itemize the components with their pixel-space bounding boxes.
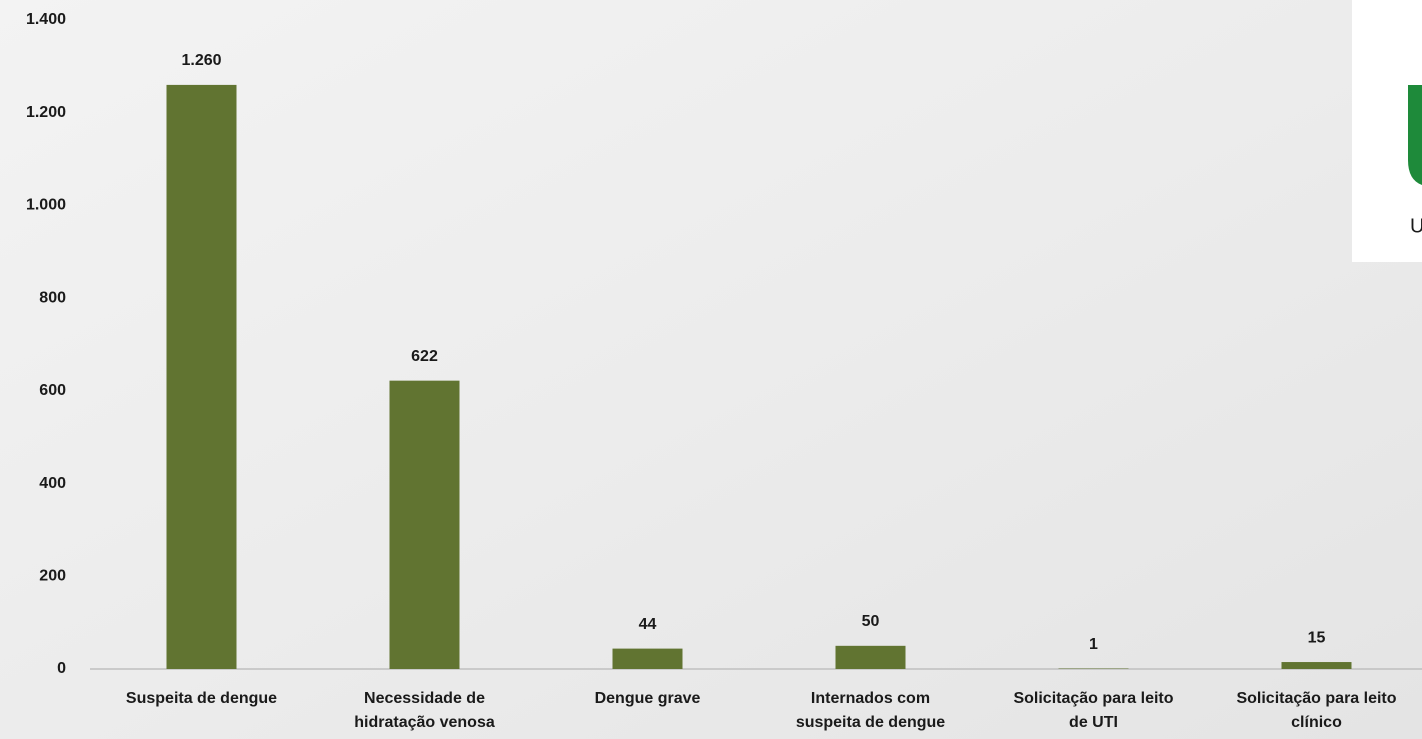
- data-label: 1: [1089, 636, 1098, 653]
- x-tick-label: suspeita de dengue: [796, 714, 945, 731]
- x-tick-label: Solicitação para leito: [1236, 690, 1396, 707]
- x-tick-label: hidratação venosa: [354, 714, 495, 731]
- y-tick-label: 1.200: [26, 104, 66, 121]
- y-tick-label: 1.000: [26, 197, 66, 214]
- x-tick-label: Dengue grave: [595, 690, 701, 707]
- y-tick-label: 800: [39, 289, 66, 306]
- x-tick-label: Suspeita de dengue: [126, 690, 277, 707]
- bar: [835, 645, 906, 669]
- y-tick-label: 0: [57, 660, 66, 677]
- bar: [1281, 662, 1352, 669]
- y-tick-label: 400: [39, 475, 66, 492]
- x-tick-label: Solicitação para leito: [1013, 690, 1173, 707]
- logo: U: [1352, 0, 1422, 262]
- bar: [389, 380, 460, 669]
- x-tick-label: Necessidade de: [364, 690, 485, 707]
- y-tick-label: 600: [39, 382, 66, 399]
- bar: [612, 648, 683, 669]
- data-label: 622: [411, 348, 438, 365]
- y-tick-label: 200: [39, 568, 66, 585]
- data-label: 15: [1308, 629, 1326, 646]
- data-label: 50: [862, 613, 880, 630]
- bar: [166, 84, 237, 669]
- y-tick-label: 1.400: [26, 11, 66, 28]
- logo-shape: [1408, 85, 1422, 185]
- data-label: 44: [639, 616, 657, 633]
- x-tick-label: de UTI: [1069, 714, 1118, 731]
- x-tick-label: Internados com: [811, 690, 930, 707]
- x-tick-label: clínico: [1291, 714, 1342, 731]
- data-label: 1.260: [181, 52, 221, 69]
- logo-text: U: [1410, 215, 1422, 237]
